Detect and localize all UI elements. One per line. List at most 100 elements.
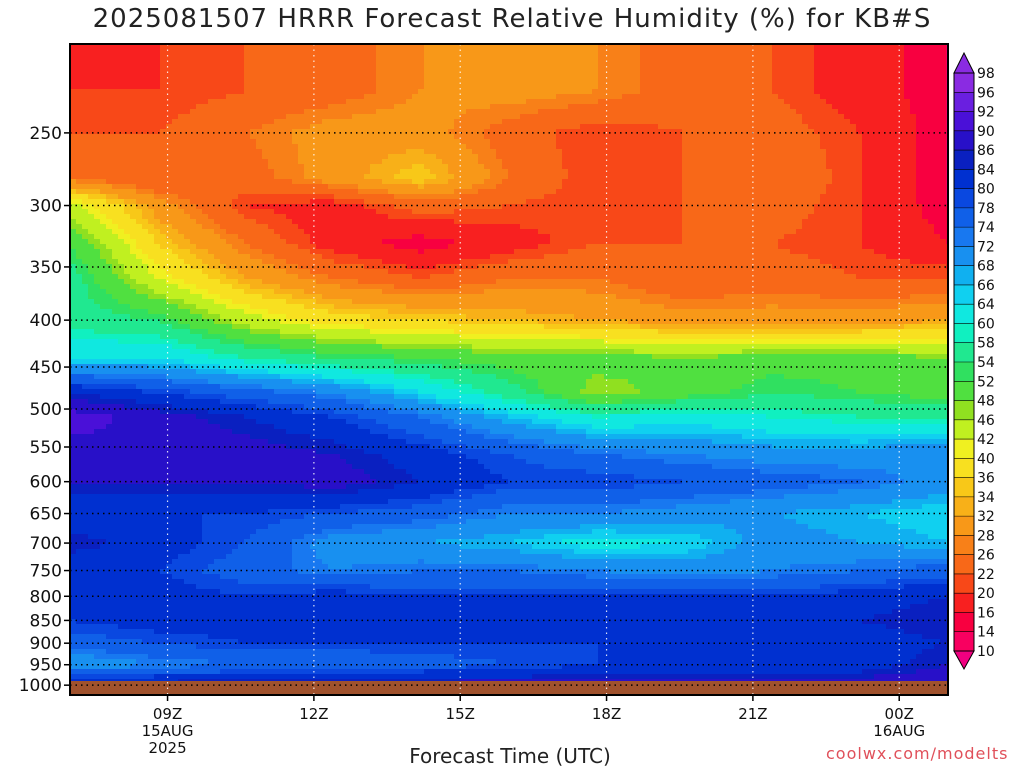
heatmap-cell [418,69,425,75]
heatmap-cell [538,74,545,80]
heatmap-cell [244,54,251,60]
heatmap-cell [466,79,473,85]
heatmap-cell [772,104,779,110]
heatmap-cell [124,49,131,55]
heatmap-cell [904,99,911,105]
heatmap-cell [946,59,953,65]
heatmap-cell [226,54,233,60]
heatmap-cell [754,64,761,70]
heatmap-cell [316,94,323,100]
heatmap-cell [202,104,209,110]
heatmap-cell [88,59,95,65]
heatmap-cell [838,104,845,110]
heatmap-cell [556,104,563,110]
heatmap-cell [652,114,659,120]
heatmap-cell [478,74,485,80]
heatmap-cell [646,49,653,55]
heatmap-cell [652,104,659,110]
heatmap-cell [250,59,257,65]
heatmap-cell [754,114,761,120]
heatmap-cell [220,59,227,65]
heatmap-cell [472,49,479,55]
heatmap-cell [136,94,143,100]
heatmap-cell [436,94,443,100]
heatmap-cell [250,114,257,120]
heatmap-cell [178,104,185,110]
heatmap-cell [418,89,425,95]
heatmap-cell [100,69,107,75]
heatmap-cell [712,89,719,95]
heatmap-cell [850,84,857,90]
heatmap-cell [280,54,287,60]
heatmap-cell [196,74,203,80]
heatmap-cell [502,74,509,80]
heatmap-cell [802,64,809,70]
heatmap-cell [790,74,797,80]
heatmap-cell [424,59,431,65]
heatmap-layer [70,44,953,700]
heatmap-cell [226,84,233,90]
heatmap-cell [292,49,299,55]
heatmap-cell [886,89,893,95]
heatmap-cell [610,79,617,85]
heatmap-cell [916,99,923,105]
heatmap-cell [760,64,767,70]
heatmap-cell [634,54,641,60]
heatmap-cell [874,94,881,100]
heatmap-cell [436,104,443,110]
heatmap-cell [406,79,413,85]
heatmap-cell [160,104,167,110]
heatmap-cell [706,64,713,70]
heatmap-cell [778,109,785,115]
heatmap-cell [838,109,845,115]
heatmap-cell [652,59,659,65]
heatmap-cell [496,94,503,100]
heatmap-cell [286,49,293,55]
heatmap-cell [262,79,269,85]
heatmap-cell [460,99,467,105]
heatmap-cell [658,84,665,90]
heatmap-cell [460,84,467,90]
heatmap-cell [664,54,671,60]
heatmap-cell [646,74,653,80]
heatmap-cell [388,94,395,100]
heatmap-cell [160,84,167,90]
heatmap-cell [112,74,119,80]
heatmap-cell [394,114,401,120]
heatmap-cell [232,64,239,70]
heatmap-cell [304,109,311,115]
heatmap-cell [760,94,767,100]
heatmap-cell [118,49,125,55]
heatmap-cell [568,49,575,55]
heatmap-cell [508,104,515,110]
heatmap-cell [820,89,827,95]
heatmap-cell [598,54,605,60]
heatmap-cell [292,99,299,105]
heatmap-cell [466,104,473,110]
heatmap-cell [88,69,95,75]
heatmap-cell [220,94,227,100]
heatmap-cell [424,94,431,100]
heatmap-cell [700,99,707,105]
heatmap-cell [784,74,791,80]
heatmap-cell [694,84,701,90]
heatmap-cell [88,84,95,90]
heatmap-cell [628,89,635,95]
heatmap-cell [616,104,623,110]
heatmap-cell [88,104,95,110]
heatmap-cell [778,69,785,75]
heatmap-cell [670,94,677,100]
heatmap-cell [646,89,653,95]
heatmap-cell [514,79,521,85]
heatmap-cell [550,114,557,120]
heatmap-cell [940,109,947,115]
heatmap-cell [94,94,101,100]
heatmap-cell [586,79,593,85]
heatmap-cell [820,84,827,90]
heatmap-cell [754,94,761,100]
heatmap-cell [418,54,425,60]
heatmap-cell [544,94,551,100]
heatmap-cell [118,59,125,65]
heatmap-cell [604,104,611,110]
humidity-chart: 2503003504004505005506006507007508008509… [0,0,1024,768]
